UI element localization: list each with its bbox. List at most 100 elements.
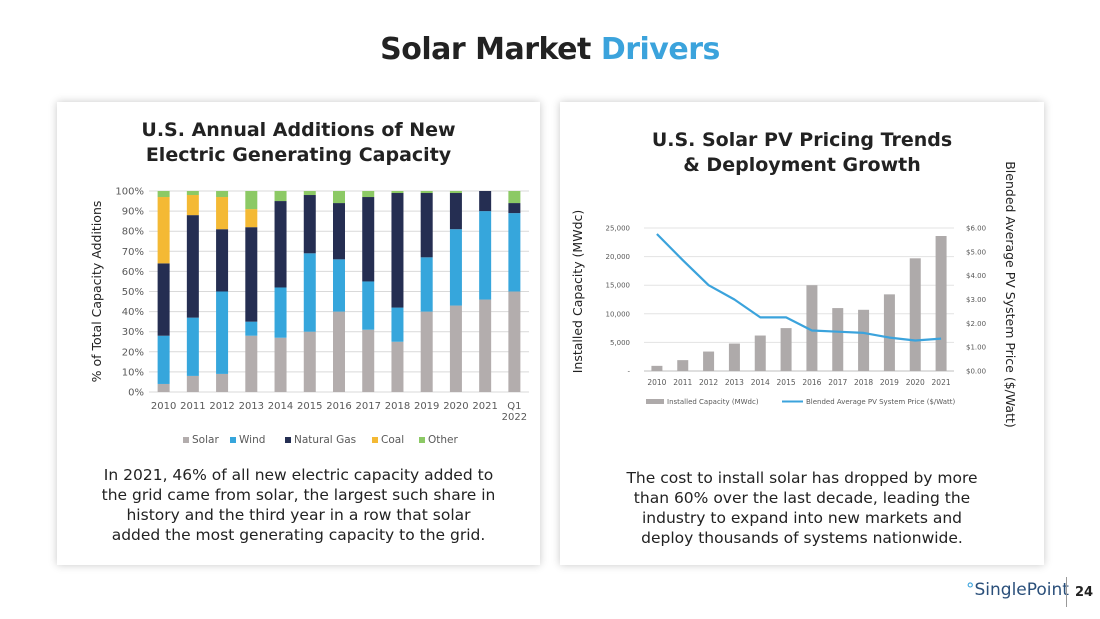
x-tick-label: 2014 — [751, 378, 770, 387]
bar-segment — [391, 191, 404, 194]
legend-label: Coal — [381, 434, 404, 446]
x-tick-label: 2022 — [502, 412, 527, 423]
bar-segment — [157, 335, 170, 384]
brand-name: SinglePoint — [974, 580, 1069, 600]
pricing-trends-card: U.S. Solar PV Pricing Trends & Deploymen… — [560, 102, 1044, 565]
bar-segment — [157, 383, 170, 392]
bar-segment — [216, 373, 229, 392]
x-tick-label: 2021 — [932, 378, 951, 387]
bar-segment — [362, 191, 375, 198]
title-main: Solar Market — [380, 32, 591, 67]
capacity-description-line: added the most generating capacity to th… — [111, 526, 486, 544]
capacity-bar — [832, 308, 844, 371]
bar-segment — [245, 191, 258, 210]
capacity-bar — [806, 285, 818, 371]
bar-segment — [274, 287, 287, 338]
pricing-description-line: industry to expand into new markets and — [641, 509, 963, 527]
y2-tick-label: $2.00 — [966, 320, 986, 328]
logo-mark-icon: ° — [966, 580, 975, 600]
capacity-bar — [677, 360, 689, 371]
capacity-chart-title: U.S. Annual Additions of New Electric Ge… — [57, 118, 540, 168]
y-tick-label: 100% — [115, 187, 144, 198]
pricing-description-line: than 60% over the last decade, leading t… — [633, 489, 971, 507]
bar-segment — [216, 291, 229, 374]
bar-segment — [186, 317, 199, 376]
y-tick-label: 15,000 — [606, 282, 631, 290]
bar-segment — [274, 191, 287, 202]
bar-segment — [157, 191, 170, 198]
capacity-chart-title-line1: U.S. Annual Additions of New — [141, 119, 456, 141]
y-tick-label: 80% — [122, 227, 144, 238]
pricing-description: The cost to install solar has dropped by… — [580, 468, 1024, 548]
pricing-chart-title-line2: & Deployment Growth — [683, 154, 921, 176]
capacity-additions-chart: 0% 10% 20% 30% 40% 50% 60% 70% 80% 90% 100% 2010 201… — [89, 187, 529, 446]
x-tick-label: 2016 — [326, 401, 351, 412]
x-tick-label: 2019 — [414, 401, 439, 412]
x-tick-label: 2010 — [647, 378, 666, 387]
bar-segment — [362, 197, 375, 282]
bar-segment — [420, 193, 433, 258]
capacity-bar — [754, 335, 766, 371]
bar-segment — [391, 341, 404, 392]
capacity-bar — [935, 236, 947, 371]
y-axis-label: Installed Capacity (MWdc) — [570, 210, 585, 374]
bar-segment — [333, 191, 345, 204]
bar-segment — [303, 253, 316, 332]
bar-segment — [157, 197, 170, 264]
legend-label: Solar — [192, 434, 219, 446]
y2-tick-label: $6.00 — [966, 225, 986, 233]
singlepoint-logo: °SinglePoint — [966, 580, 1069, 600]
y-tick-label: 0% — [128, 388, 144, 399]
page-title: Solar Market Drivers — [0, 32, 1100, 67]
legend-label: Blended Average PV System Price ($/Watt) — [806, 398, 956, 406]
bar-segment — [479, 299, 492, 392]
y-tick-label: 60% — [122, 267, 144, 278]
bar-segment — [333, 203, 345, 260]
x-tick-label: 2014 — [268, 401, 293, 412]
legend-label: Installed Capacity (MWdc) — [667, 398, 759, 406]
y2-tick-label: $0.00 — [966, 368, 986, 376]
bar-segment — [479, 191, 492, 212]
x-tick-label: 2013 — [239, 401, 264, 412]
y2-axis-label: Blended Average PV System Price ($/Watt) — [1003, 161, 1018, 428]
x-tick-label: 2021 — [472, 401, 497, 412]
capacity-description-line: the grid came from solar, the largest su… — [101, 486, 496, 504]
bar-segment — [449, 229, 462, 306]
y-tick-label: - — [627, 368, 630, 376]
bar-segment — [303, 195, 316, 254]
capacity-bar — [703, 351, 715, 371]
bar-segment — [449, 193, 462, 230]
capacity-bar — [780, 328, 792, 371]
x-tick-label: 2011 — [180, 401, 205, 412]
capacity-bar — [858, 309, 870, 371]
bar-segment — [391, 193, 404, 308]
bar-segment — [216, 191, 229, 198]
x-tick-label: 2019 — [880, 378, 899, 387]
legend-label: Natural Gas — [294, 434, 356, 446]
bar-segment — [333, 259, 345, 312]
bar-segment — [216, 229, 229, 292]
legend-swatch — [230, 437, 236, 443]
x-tick-label: 2018 — [385, 401, 410, 412]
bar-segment — [449, 191, 462, 194]
y-tick-label: 30% — [122, 327, 144, 338]
y-tick-label: 40% — [122, 307, 144, 318]
x-tick-label: 2018 — [854, 378, 873, 387]
price-line — [656, 233, 942, 342]
bar-segment — [245, 321, 258, 336]
y2-tick-label: $5.00 — [966, 248, 986, 256]
bar-segment — [479, 211, 492, 300]
bar-segment — [186, 375, 199, 392]
y-tick-label: 20% — [122, 347, 144, 358]
x-tick-label: 2015 — [777, 378, 796, 387]
pricing-chart-title-line1: U.S. Solar PV Pricing Trends — [651, 129, 953, 151]
y2-tick-label: $3.00 — [966, 296, 986, 304]
capacity-description: In 2021, 46% of all new electric capacit… — [77, 465, 520, 545]
bar-segment — [274, 201, 287, 288]
bar-segment — [420, 311, 433, 392]
title-accent: Drivers — [600, 32, 721, 67]
bar-segment — [245, 209, 258, 228]
y-tick-label: 10% — [122, 367, 144, 378]
bar-segment — [186, 195, 199, 216]
y-tick-label: 25,000 — [606, 225, 631, 233]
